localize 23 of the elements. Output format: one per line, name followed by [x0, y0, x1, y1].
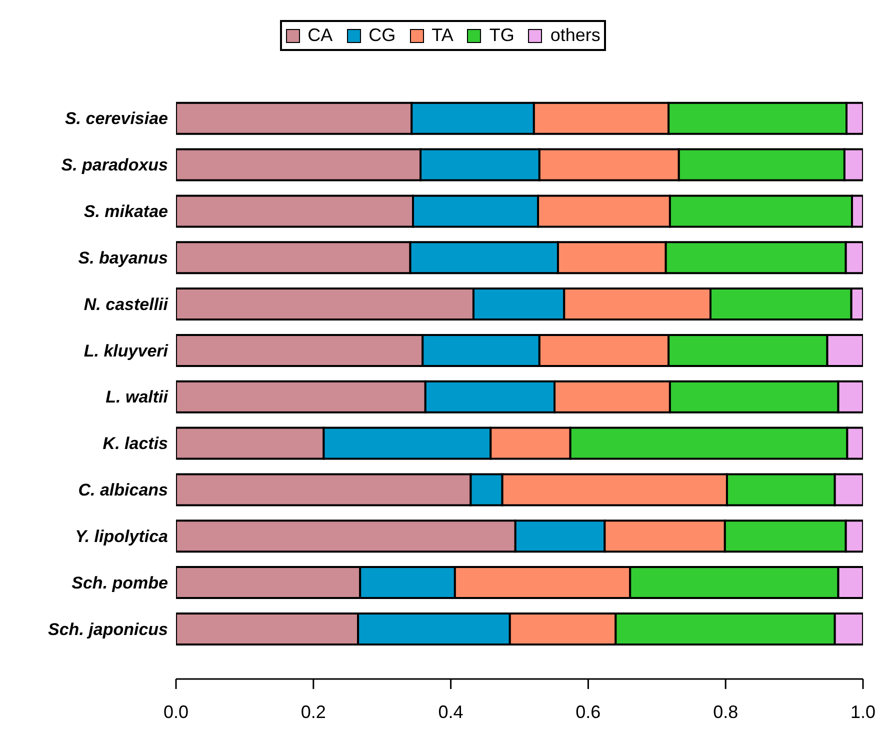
y-tick-label: N. castellii — [84, 294, 170, 314]
x-tick-label: 0.8 — [713, 702, 738, 722]
y-tick-label: S. mikatae — [84, 202, 168, 222]
y-tick-label: S. cerevisiae — [64, 109, 168, 128]
legend-label: CG — [368, 25, 396, 46]
legend-label: TG — [489, 25, 514, 46]
y-tick-label: K. lactis — [102, 434, 168, 454]
x-tick-label: 0.2 — [300, 702, 326, 722]
legend-label: CA — [308, 25, 333, 46]
x-tick-label: 1.0 — [850, 702, 876, 722]
y-tick-label: Y. lipolytica — [75, 526, 168, 546]
x-tick-label: 0.4 — [438, 702, 464, 722]
y-tick-label: Sch. pombe — [72, 573, 168, 592]
y-tick-label: S. paradoxus — [61, 156, 168, 175]
y-tick-label: C. albicans — [78, 480, 168, 500]
y-tick-label: L. waltii — [106, 388, 170, 407]
y-tick-label: S. bayanus — [78, 248, 168, 268]
y-tick-label: Sch. japonicus — [48, 620, 168, 639]
legend-label: TA — [432, 25, 454, 46]
legend-label: others — [550, 25, 600, 46]
y-tick-label: L. kluyveri — [84, 341, 170, 360]
x-tick-label: 0.6 — [576, 702, 601, 722]
x-tick-label: 0.0 — [163, 702, 189, 722]
